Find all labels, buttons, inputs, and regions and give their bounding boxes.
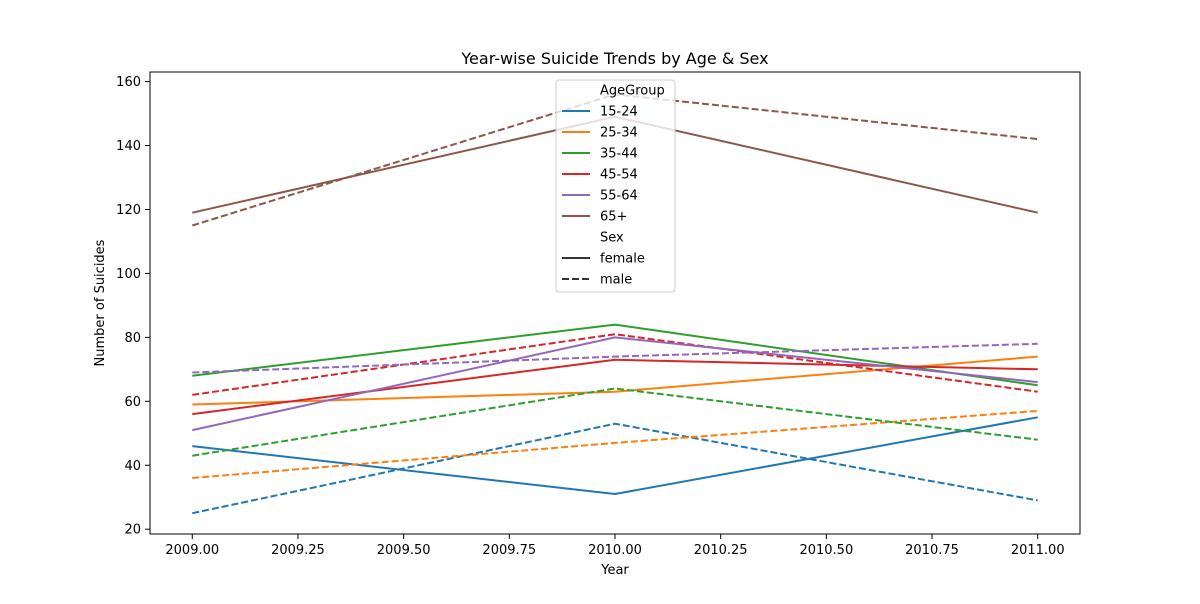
series-line-35-44-male [192,387,1038,457]
legend-item-15-24: 15-24 [600,105,638,120]
chart-title: Year-wise Suicide Trends by Age & Sex [460,49,768,68]
series-line-45-54-female [192,358,1038,416]
x-tick-label: 2009.00 [165,543,219,558]
legend-title-sex: Sex [600,231,624,246]
legend-item-male: male [600,273,632,288]
y-tick-label: 140 [116,139,141,154]
series-line-25-34-female [192,355,1038,406]
legend: AgeGroup 15-24 25-34 35-44 45-54 55-64 65+ Sex f… [555,79,676,293]
series-line-15-24-female [192,416,1038,495]
series-line-55-64-female [192,336,1038,432]
x-tick-label: 2010.75 [905,543,959,558]
legend-item-female: female [600,252,645,267]
y-tick-label: 20 [124,523,141,538]
legend-item-55-64: 55-64 [600,189,638,204]
y-tick-label: 100 [116,267,141,282]
series-line-35-44-female [192,323,1038,387]
legend-title-agegroup: AgeGroup [600,84,665,99]
x-tick-label: 2011.00 [1011,543,1065,558]
legend-item-25-34: 25-34 [600,126,638,141]
y-tick-label: 60 [124,395,141,410]
x-tick-label: 2010.50 [799,543,853,558]
series-line-45-54-male [192,333,1038,396]
x-tick-label: 2009.50 [377,543,431,558]
y-tick-label: 160 [116,75,141,90]
legend-item-35-44: 35-44 [600,147,638,162]
x-tick-label: 2010.25 [694,543,748,558]
x-tick-label: 2009.25 [271,543,325,558]
legend-item-65plus: 65+ [600,210,627,225]
y-axis: 20 40 60 80 100 120 140 160 [116,75,150,538]
x-axis: 2009.00 2009.25 2009.50 2009.75 2010.00 2010.… [165,534,1065,558]
x-tick-label: 2010.00 [588,543,642,558]
series-line-25-34-male [192,409,1038,479]
series-line-55-64-male [192,342,1038,374]
legend-item-45-54: 45-54 [600,168,638,183]
y-axis-label: Number of Suicides [93,239,108,366]
series-line-15-24-male [192,422,1038,515]
x-axis-label: Year [600,563,629,578]
y-tick-label: 80 [124,331,141,346]
x-tick-label: 2009.75 [482,543,536,558]
y-tick-label: 40 [124,459,141,474]
y-tick-label: 120 [116,203,141,218]
